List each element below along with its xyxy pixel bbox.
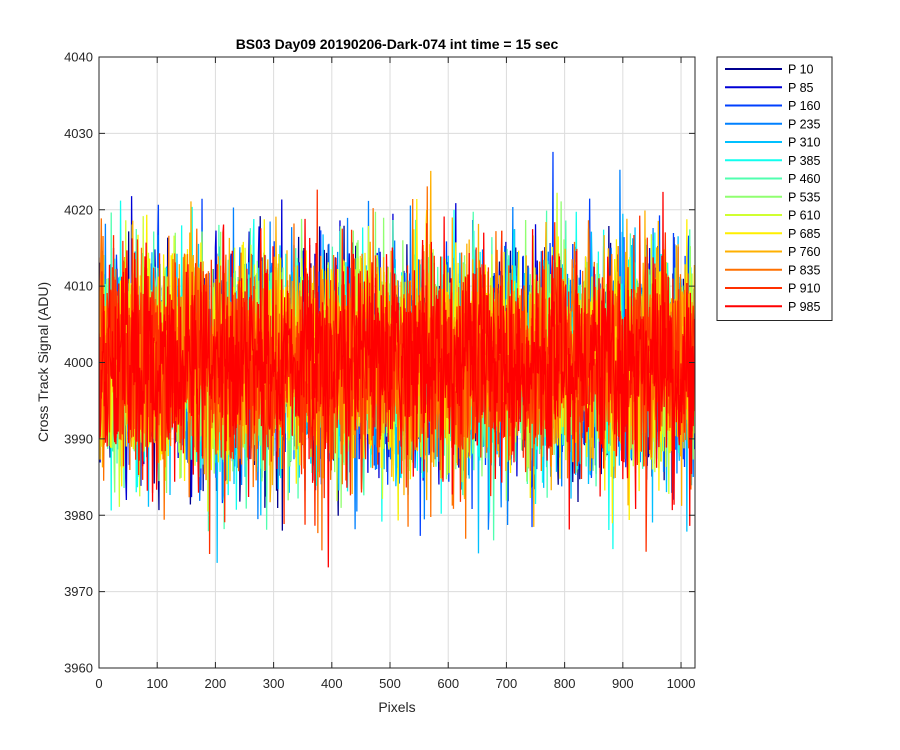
- x-tick-label: 500: [379, 676, 401, 691]
- y-tick-label: 3970: [64, 584, 93, 599]
- y-axis-label: Cross Track Signal (ADU): [35, 282, 51, 442]
- y-tick-label: 4000: [64, 355, 93, 370]
- legend: P 10 P 85 P 160 P 235 P 310 P 385 P 460 P 535 P …: [716, 56, 833, 321]
- legend-entry-label: P 835: [788, 263, 820, 277]
- legend-entry-label: P 310: [788, 136, 820, 150]
- series-line-p985: [99, 191, 695, 568]
- x-tick-label: 400: [321, 676, 343, 691]
- legend-entry-label: P 760: [788, 245, 820, 259]
- y-tick-label: 4030: [64, 126, 93, 141]
- legend-entry-label: P 235: [788, 117, 820, 131]
- legend-box: [716, 56, 833, 321]
- axis-ticks: 0 100 200 300 400 500 600 700 800 900 1000 3960 3970…: [64, 50, 695, 692]
- legend-entry-label: P 910: [788, 282, 820, 296]
- series-line-p910: [99, 189, 695, 555]
- x-tick-label: 200: [205, 676, 227, 691]
- legend-entry-label: P 85: [788, 81, 814, 95]
- chart-title: BS03 Day09 20190206-Dark-074 int time = …: [236, 36, 559, 52]
- y-tick-label: 4010: [64, 279, 93, 294]
- series-lines: [99, 151, 695, 568]
- x-tick-label: 0: [95, 676, 102, 691]
- legend-entry-label: P 10: [788, 63, 814, 77]
- legend-entry-label: P 385: [788, 154, 820, 168]
- x-tick-label: 300: [263, 676, 285, 691]
- y-tick-label: 4020: [64, 202, 93, 217]
- x-tick-label: 100: [146, 676, 168, 691]
- x-tick-label: 700: [496, 676, 518, 691]
- x-axis-label: Pixels: [378, 699, 415, 715]
- legend-entry-label: P 610: [788, 209, 820, 223]
- legend-entry-label: P 685: [788, 227, 820, 241]
- y-tick-label: 3980: [64, 508, 93, 523]
- y-tick-label: 4040: [64, 50, 93, 65]
- x-tick-label: 900: [612, 676, 634, 691]
- y-tick-label: 3990: [64, 431, 93, 446]
- legend-entry-label: P 460: [788, 172, 820, 186]
- x-tick-label: 800: [554, 676, 576, 691]
- legend-entry-label: P 985: [788, 300, 820, 314]
- legend-entry-label: P 535: [788, 190, 820, 204]
- x-tick-label: 600: [437, 676, 459, 691]
- legend-entry-label: P 160: [788, 99, 820, 113]
- y-tick-label: 3960: [64, 661, 93, 676]
- x-tick-label: 1000: [667, 676, 696, 691]
